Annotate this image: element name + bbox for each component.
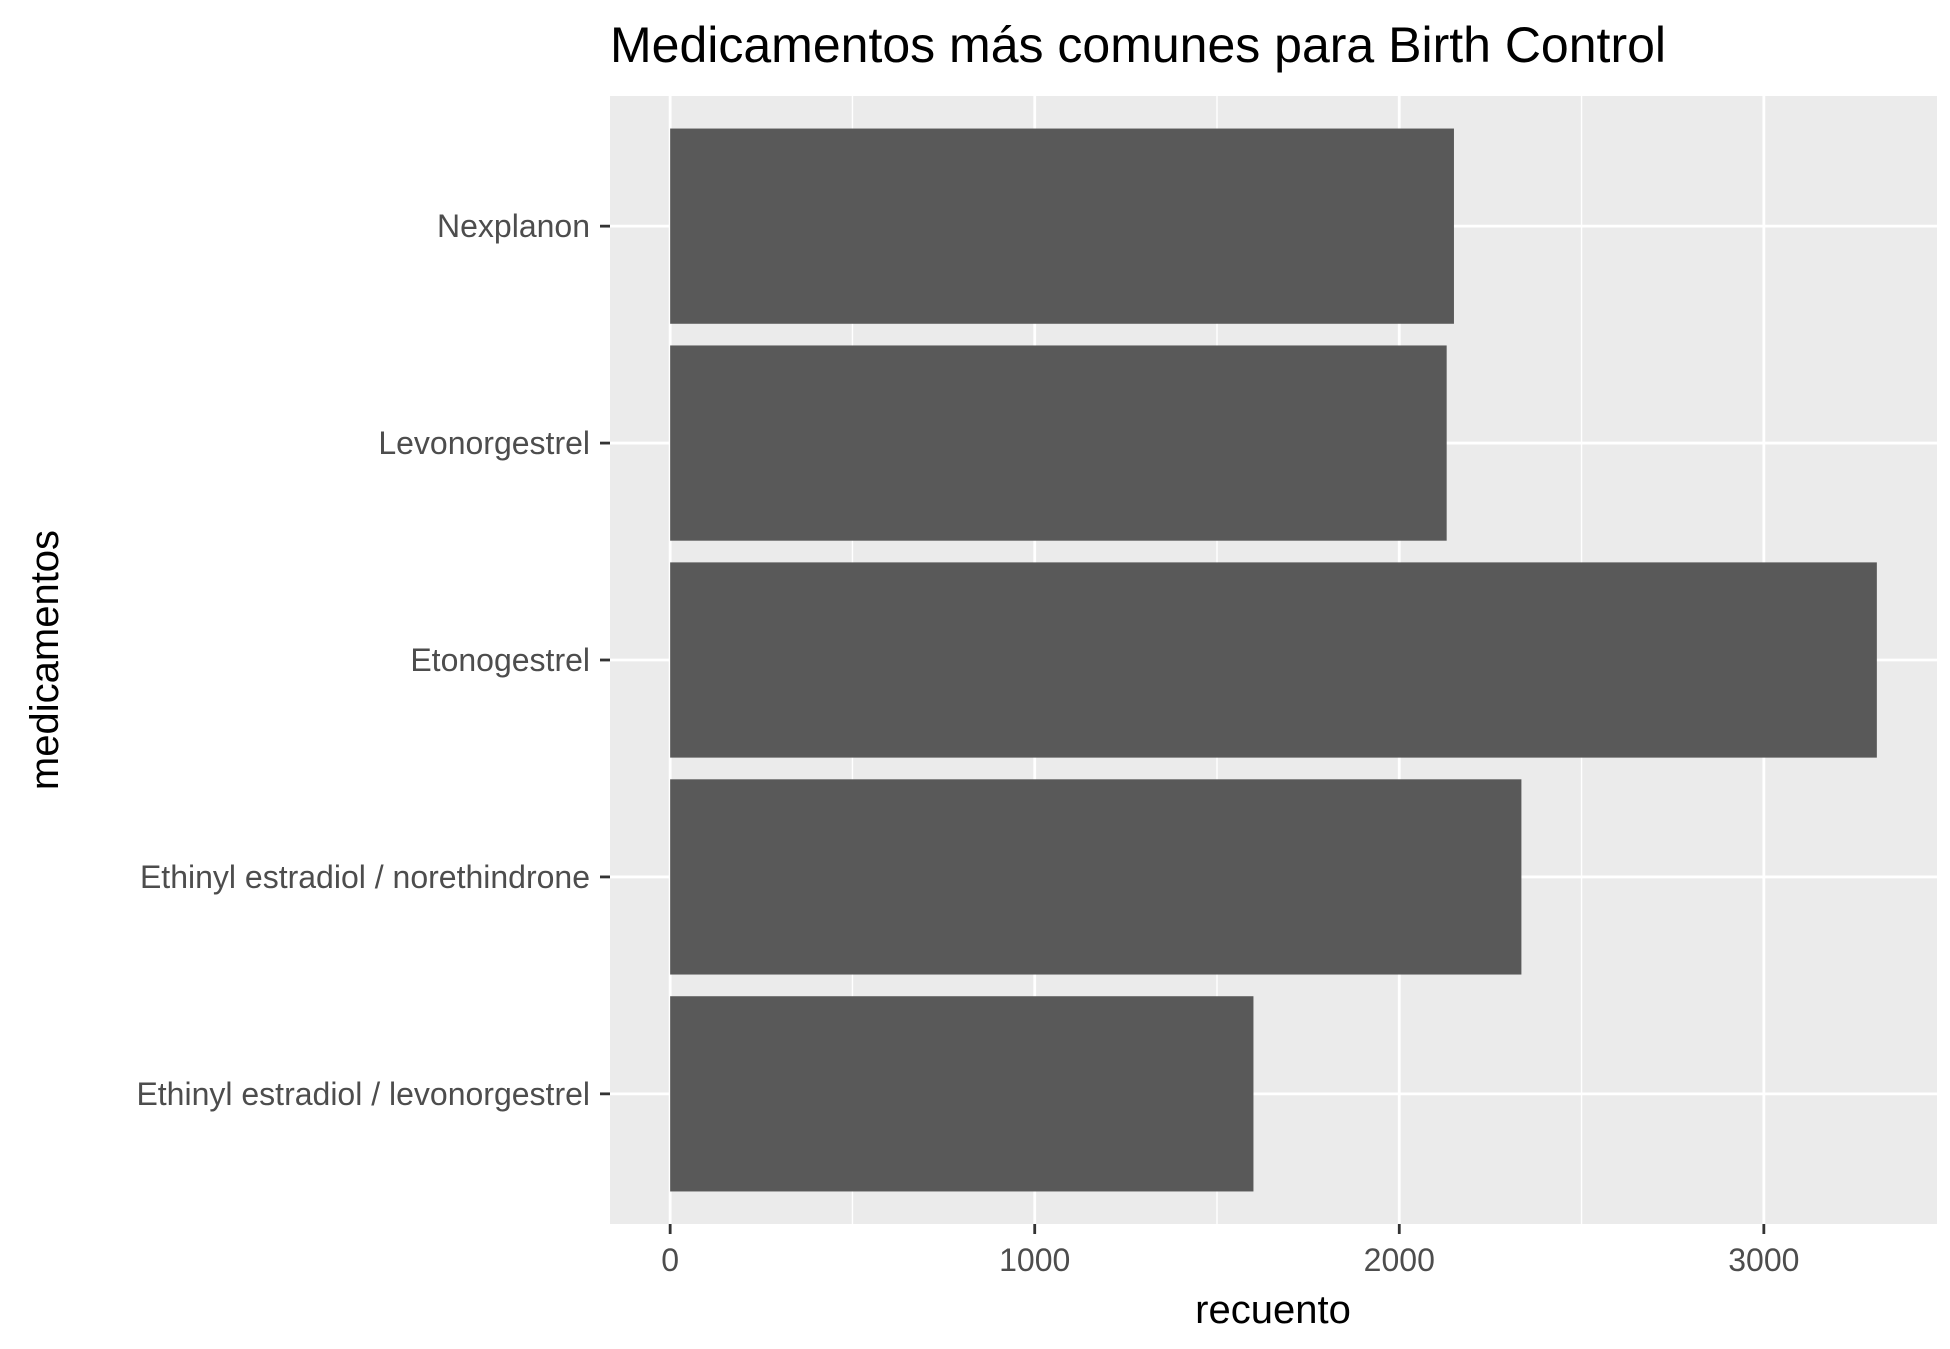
y-tick-label: Etonogestrel bbox=[410, 642, 590, 678]
y-axis: Nexplanon Levonorgestrel Etonogestrel Ethin… bbox=[136, 208, 610, 1112]
y-tick-label: Levonorgestrel bbox=[378, 425, 590, 461]
bar bbox=[670, 562, 1877, 758]
x-tick-label: 2000 bbox=[1364, 1242, 1435, 1278]
x-axis: 0 1000 2000 3000 bbox=[661, 1224, 1799, 1278]
bar bbox=[670, 345, 1447, 541]
y-axis-title: medicamentos bbox=[23, 530, 67, 790]
bar bbox=[670, 779, 1522, 975]
bar bbox=[670, 128, 1454, 324]
chart-title: Medicamentos más comunes para Birth Cont… bbox=[610, 17, 1666, 73]
x-tick-label: 3000 bbox=[1728, 1242, 1799, 1278]
x-tick-label: 1000 bbox=[999, 1242, 1070, 1278]
x-axis-title: recuento bbox=[1195, 1288, 1351, 1332]
y-tick-label: Nexplanon bbox=[437, 208, 590, 244]
bar bbox=[670, 996, 1254, 1192]
bars bbox=[670, 128, 1877, 1192]
y-tick-label: Ethinyl estradiol / levonorgestrel bbox=[136, 1076, 590, 1112]
y-tick-label: Ethinyl estradiol / norethindrone bbox=[140, 859, 590, 895]
x-tick-label: 0 bbox=[661, 1242, 679, 1278]
